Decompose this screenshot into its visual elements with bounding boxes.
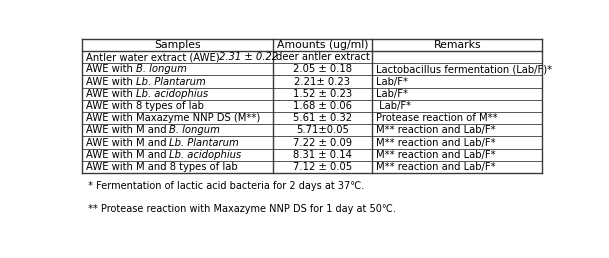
Text: Lab/F*: Lab/F* — [376, 89, 408, 99]
Text: AWE with M and: AWE with M and — [85, 150, 169, 160]
Text: Lb. Plantarum: Lb. Plantarum — [169, 138, 239, 148]
Text: Lab/F*: Lab/F* — [376, 77, 408, 87]
Text: ** Protease reaction with Maxazyme NNP DS for 1 day at 50℃.: ** Protease reaction with Maxazyme NNP D… — [82, 204, 396, 214]
Text: 1.52 ± 0.23: 1.52 ± 0.23 — [293, 89, 352, 99]
Text: Samples: Samples — [154, 40, 201, 50]
Text: B. longum: B. longum — [169, 125, 220, 135]
Text: AWE with: AWE with — [85, 89, 136, 99]
Text: 2.31 ± 0.22: 2.31 ± 0.22 — [219, 52, 278, 62]
Text: 7.22 ± 0.09: 7.22 ± 0.09 — [293, 138, 352, 148]
Text: Lb. acidophius: Lb. acidophius — [169, 150, 242, 160]
Text: AWE with M and: AWE with M and — [85, 125, 169, 135]
Text: 8.31 ± 0.14: 8.31 ± 0.14 — [293, 150, 352, 160]
Text: AWE with M and 8 types of lab: AWE with M and 8 types of lab — [85, 162, 237, 172]
Text: AWE with M and: AWE with M and — [85, 138, 169, 148]
Text: Amounts (ug/ml): Amounts (ug/ml) — [276, 40, 368, 50]
Text: 7.12 ± 0.05: 7.12 ± 0.05 — [293, 162, 352, 172]
Text: Lb. acidophius: Lb. acidophius — [136, 89, 208, 99]
Text: Lab/F*: Lab/F* — [376, 101, 411, 111]
Text: M** reaction and Lab/F*: M** reaction and Lab/F* — [376, 125, 495, 135]
Text: Lb. Plantarum: Lb. Plantarum — [136, 77, 205, 87]
Text: Remarks: Remarks — [434, 40, 481, 50]
Text: M** reaction and Lab/F*: M** reaction and Lab/F* — [376, 162, 495, 172]
Text: AWE with Maxazyme NNP DS (M**): AWE with Maxazyme NNP DS (M**) — [85, 113, 260, 123]
Text: M** reaction and Lab/F*: M** reaction and Lab/F* — [376, 138, 495, 148]
Text: B. longum: B. longum — [136, 64, 186, 74]
Text: 5.61 ± 0.32: 5.61 ± 0.32 — [293, 113, 352, 123]
Text: Protease reaction of M**: Protease reaction of M** — [376, 113, 498, 123]
Text: * Fermentation of lactic acid bacteria for 2 days at 37℃.: * Fermentation of lactic acid bacteria f… — [82, 181, 364, 191]
Text: AWE with 8 types of lab: AWE with 8 types of lab — [85, 101, 203, 111]
Text: 1.68 ± 0.06: 1.68 ± 0.06 — [293, 101, 352, 111]
Text: 5.71±0.05: 5.71±0.05 — [296, 125, 349, 135]
Text: 2.21± 0.23: 2.21± 0.23 — [295, 77, 350, 87]
Text: AWE with: AWE with — [85, 77, 136, 87]
Text: deer antler extract: deer antler extract — [275, 52, 370, 62]
Text: M** reaction and Lab/F*: M** reaction and Lab/F* — [376, 150, 495, 160]
Text: Antler water extract (AWE): Antler water extract (AWE) — [85, 52, 219, 62]
Text: Lactobacillus fermentation (Lab/F)*: Lactobacillus fermentation (Lab/F)* — [376, 64, 552, 74]
Text: 2.05 ± 0.18: 2.05 ± 0.18 — [293, 64, 352, 74]
Text: AWE with: AWE with — [85, 64, 136, 74]
